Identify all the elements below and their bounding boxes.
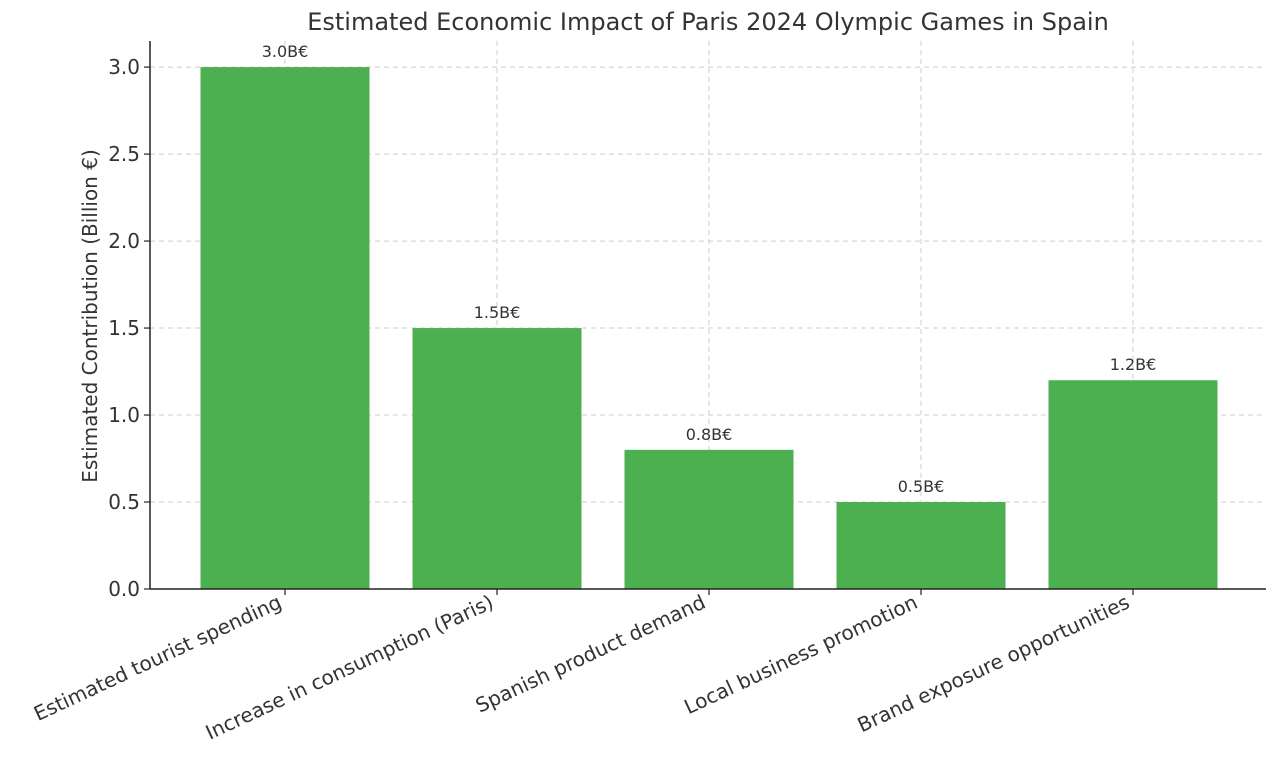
bars <box>200 67 1218 590</box>
bar-value-labels: 3.0B€ 1.5B€ 0.8B€ 0.5B€ 1.2B€ <box>262 42 1157 496</box>
y-tick-label: 0.0 <box>108 577 140 601</box>
bar <box>1048 380 1218 589</box>
bar-value-label: 1.5B€ <box>474 303 521 322</box>
bar <box>200 67 370 590</box>
bar-value-label: 3.0B€ <box>262 42 309 61</box>
y-tick-label: 3.0 <box>108 55 140 79</box>
bar <box>836 502 1006 589</box>
bar <box>412 328 582 589</box>
x-tick-label: Spanish product demand <box>472 590 709 718</box>
chart-title: Estimated Economic Impact of Paris 2024 … <box>307 8 1109 36</box>
y-tick-label: 2.0 <box>108 229 140 253</box>
bar-value-label: 0.5B€ <box>898 477 945 496</box>
y-axis: 0.0 0.5 1.0 1.5 2.0 2.5 3.0 <box>108 41 151 601</box>
y-tick-label: 1.0 <box>108 403 140 427</box>
y-tick-label: 0.5 <box>108 490 140 514</box>
bar-value-label: 1.2B€ <box>1110 355 1157 374</box>
y-tick-label: 1.5 <box>108 316 140 340</box>
y-axis-label: Estimated Contribution (Billion €) <box>78 149 102 482</box>
y-tick-label: 2.5 <box>108 142 140 166</box>
bar <box>624 449 794 589</box>
bar-value-label: 0.8B€ <box>686 425 733 444</box>
